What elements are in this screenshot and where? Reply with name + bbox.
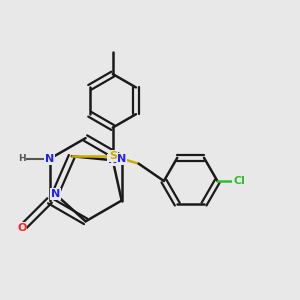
Text: N: N (45, 154, 54, 164)
Text: N: N (108, 155, 117, 165)
Text: H: H (18, 154, 26, 164)
Text: N: N (117, 154, 126, 164)
Text: Cl: Cl (233, 176, 245, 186)
Text: O: O (17, 223, 26, 233)
Text: N: N (51, 189, 60, 199)
Text: S: S (110, 151, 117, 161)
